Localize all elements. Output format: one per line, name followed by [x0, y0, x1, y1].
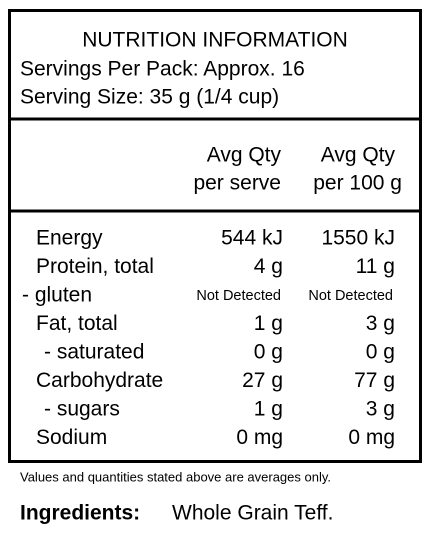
per-serve: 544 kJ: [221, 227, 283, 250]
row-label: Energy: [36, 227, 103, 250]
per-100g: 0 g: [366, 341, 395, 364]
ingredients-label: Ingredients:: [20, 502, 140, 525]
column-header: Avg Qty: [207, 144, 282, 167]
per-serve: 1 g: [254, 398, 283, 421]
column-header: per serve: [193, 172, 281, 195]
per-serve: 27 g: [242, 369, 283, 392]
row-label: Fat, total: [36, 312, 118, 335]
row-label: Carbohydrate: [36, 369, 163, 392]
per-100g: 0 mg: [348, 426, 395, 449]
per-serve: 1 g: [254, 312, 283, 335]
per-100g: 11 g: [356, 255, 395, 278]
per-serve: Not Detected: [196, 288, 281, 304]
row-label: - saturated: [44, 341, 144, 364]
title: NUTRITION INFORMATION: [82, 29, 348, 52]
per-serve: 4 g: [254, 255, 283, 278]
servings: Servings Per Pack: Approx. 16: [20, 58, 305, 81]
row-label: - sugars: [44, 398, 120, 421]
per-serve: 0 g: [254, 341, 283, 364]
footnote: Values and quantities stated above are a…: [20, 469, 331, 484]
per-100g: 77 g: [354, 369, 395, 392]
serving-size: Serving Size: 35 g (1/4 cup): [20, 86, 279, 109]
per-100g: Not Detected: [308, 288, 393, 304]
row-label: Sodium: [36, 426, 107, 449]
per-100g: 3 g: [366, 312, 395, 335]
row-label: - gluten: [22, 284, 92, 307]
panel-border: [8, 9, 422, 463]
per-100g: 1550 kJ: [321, 227, 395, 250]
row-label: Protein, total: [36, 255, 154, 278]
column-header: per 100 g: [313, 172, 402, 195]
per-100g: 3 g: [366, 398, 395, 421]
column-header: Avg Qty: [321, 144, 396, 167]
per-serve: 0 mg: [236, 426, 283, 449]
ingredients-text: Whole Grain Teff.: [172, 502, 333, 525]
